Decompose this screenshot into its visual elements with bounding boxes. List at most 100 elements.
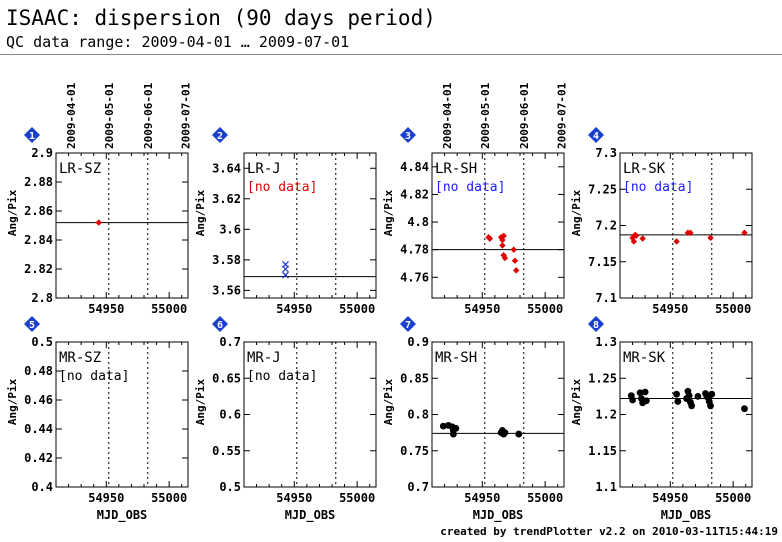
data-point: [513, 267, 520, 274]
data-point: [630, 238, 638, 245]
data-point: [708, 390, 716, 398]
x-axis-label: MJD_OBS: [661, 508, 712, 523]
plot-frame: [55, 341, 189, 488]
y-axis-label: Ang/Pix: [6, 189, 19, 236]
date-tick-label: 2009-07-01: [179, 82, 192, 149]
x-axis-label: MJD_OBS: [473, 508, 524, 523]
panel-badge-diamond: [588, 316, 604, 332]
y-tick-label: 7.15: [588, 255, 617, 269]
y-tick-label: 7.25: [588, 182, 617, 196]
panel-badge-diamond: [212, 127, 228, 143]
y-tick-label: 0.8: [407, 408, 429, 422]
data-point: [439, 422, 447, 430]
y-axis-label: Ang/Pix: [570, 378, 583, 425]
data-point: [741, 229, 748, 236]
data-point: [643, 397, 650, 405]
no-data-note: [no data]: [247, 180, 317, 195]
y-tick-label: 3.64: [212, 161, 241, 175]
y-tick-label: 4.8: [407, 215, 429, 229]
date-tick-label: 2009-04-01: [65, 82, 78, 149]
date-tick-label: 2009-05-01: [479, 82, 492, 149]
x-tick-label: 55000: [339, 302, 375, 316]
panel-label: LR-SH: [435, 161, 477, 177]
footer-credit: created by trendPlotter v2.2 on 2010-03-…: [440, 525, 778, 538]
x-tick-label: 55000: [715, 491, 751, 505]
data-point: [95, 219, 102, 226]
y-tick-label: 1.25: [588, 371, 617, 385]
data-point: [673, 238, 680, 245]
panel-8: 8 54950 55000 1.3 1.25 1.2 1.15 1.1 Ang/Pix MJD_O…: [570, 316, 753, 523]
panel-badge-diamond: [400, 316, 416, 332]
x-tick-label: 54950: [276, 302, 312, 316]
x-tick-label: 55000: [339, 491, 375, 505]
panel-4: 4 54950 55000 7.3 7.25 7.2 7.15 7.1 Ang/Pix LR-SK…: [570, 127, 753, 316]
date-tick-label: 2009-05-01: [103, 82, 116, 149]
data-point: [694, 392, 702, 400]
panel-badge-number: 3: [405, 131, 411, 142]
y-tick-label: 0.42: [24, 451, 53, 465]
panel-badge-diamond: [24, 127, 40, 143]
panel-badge-diamond: [400, 127, 416, 143]
y-tick-label: 3.6: [219, 222, 241, 236]
y-tick-label: 3.56: [212, 283, 241, 297]
data-point: [501, 254, 509, 262]
data-point: [741, 405, 748, 413]
panel-label: MR-SK: [623, 350, 666, 366]
y-tick-label: 7.3: [595, 146, 617, 160]
panel-badge-number: 2: [217, 131, 223, 142]
page-title: ISAAC: dispersion (90 days period): [6, 6, 436, 30]
panel-1: 1 2009-04-01 2009-05-01 2009-06-01 2009-07-0…: [6, 82, 192, 316]
y-tick-label: 0.5: [31, 335, 53, 349]
y-tick-label: 1.2: [595, 408, 617, 422]
x-tick-label: 54950: [464, 491, 500, 505]
no-data-note: [no data]: [59, 369, 129, 384]
panel-3: 3 2009-04-01 2009-05-01 2009-06-01 2009-07-0…: [382, 82, 568, 316]
data-point: [688, 402, 696, 410]
data-point: [499, 242, 506, 249]
panel-badge-diamond: [212, 316, 228, 332]
panel-badge-number: 1: [29, 131, 35, 142]
y-tick-label: 4.82: [400, 187, 429, 201]
y-tick-label: 2.9: [31, 146, 53, 160]
panel-badge-diamond: [588, 127, 604, 143]
y-tick-label: 4.84: [400, 160, 429, 174]
y-tick-label: 2.8: [31, 291, 53, 305]
y-axis-label: Ang/Pix: [194, 189, 207, 236]
panel-5: 5 54950 55000 0.5 0.48 0.46 0.44 0.42 0.4 Ang/Pix…: [6, 316, 189, 523]
y-tick-label: 1.1: [595, 480, 617, 494]
y-tick-label: 0.46: [24, 393, 53, 407]
data-point: [687, 229, 694, 236]
x-tick-label: 55000: [715, 302, 751, 316]
date-tick-label: 2009-04-01: [441, 82, 454, 149]
y-tick-label: 1.3: [595, 335, 617, 349]
x-tick-label: 55000: [527, 491, 563, 505]
data-point: [641, 388, 649, 396]
y-tick-label: 0.9: [407, 335, 429, 349]
y-tick-label: 3.62: [212, 192, 241, 206]
panel-badge-number: 8: [593, 320, 599, 331]
x-tick-label: 54950: [276, 491, 312, 505]
panel-label: LR-SK: [623, 161, 666, 177]
data-point: [707, 234, 714, 242]
x-tick-label: 54950: [464, 302, 500, 316]
y-axis-label: Ang/Pix: [382, 189, 395, 236]
y-tick-label: 2.82: [24, 262, 53, 276]
x-tick-label: 54950: [652, 491, 688, 505]
panel-6: 6 54950 55000 0.7 0.65 0.6 0.55 0.5 Ang/Pix MJD_O…: [194, 316, 377, 523]
panel-2: 2 54950 55000 3.64 3.62 3.6 3.58 3.56 Ang/Pix LR-…: [194, 127, 377, 316]
header-divider: [0, 54, 782, 55]
plot-frame: [55, 152, 189, 299]
panel-badge-number: 5: [29, 320, 35, 331]
y-tick-label: 2.86: [24, 204, 53, 218]
y-tick-label: 3.58: [212, 253, 241, 267]
data-point: [282, 271, 289, 279]
panel-label: MR-SH: [435, 350, 477, 366]
data-point: [674, 398, 682, 405]
panel-badge-number: 4: [593, 131, 599, 142]
no-data-note: [no data]: [435, 180, 505, 195]
data-point: [511, 257, 519, 264]
y-tick-label: 0.6: [219, 408, 241, 422]
panel-badge-number: 6: [217, 320, 223, 331]
panel-label: MR-J: [247, 350, 281, 366]
date-tick-label: 2009-06-01: [518, 82, 531, 149]
